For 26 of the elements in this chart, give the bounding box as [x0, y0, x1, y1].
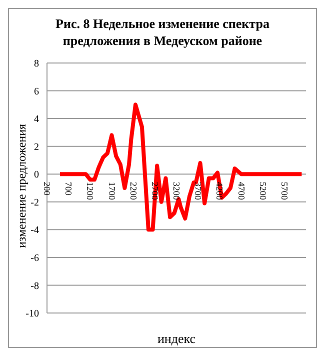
x-tick-label: 2700 [150, 182, 160, 200]
y-axis-title: изменение предложения [14, 123, 28, 248]
x-tick-label: 3700 [193, 182, 204, 200]
y-tick-label: -10 [26, 308, 39, 320]
y-tick-label: 4 [34, 114, 39, 126]
y-tick-label: 8 [34, 58, 39, 70]
x-tick-label: 700 [64, 182, 74, 196]
y-tick-label: 0 [34, 170, 39, 181]
x-tick-label: 3200 [172, 182, 182, 200]
line-series [58, 102, 304, 232]
y-tick-label: -4 [30, 225, 39, 236]
y-tick-label: 6 [34, 86, 39, 98]
x-tick-label: 5200 [258, 182, 268, 200]
y-tick-label: -2 [30, 197, 39, 208]
x-tick-label: 5700 [279, 182, 290, 200]
x-tick-label: 4200 [214, 182, 225, 200]
x-tick-label: 1700 [106, 182, 117, 200]
y-tick-label: 2 [34, 142, 39, 153]
y-tick-label: -8 [30, 280, 39, 292]
x-axis-title: индекс [157, 331, 196, 346]
x-tick-label: 4700 [236, 182, 246, 200]
x-tick-label: 1200 [85, 182, 96, 200]
x-tick-label: 2200 [128, 182, 138, 200]
y-tick-label: -6 [30, 252, 39, 264]
x-tick-label: 200 [42, 182, 52, 196]
chart-title: Рис. 8 Недельное изменение спектра предложения в Медеуском районе [54, 15, 270, 49]
